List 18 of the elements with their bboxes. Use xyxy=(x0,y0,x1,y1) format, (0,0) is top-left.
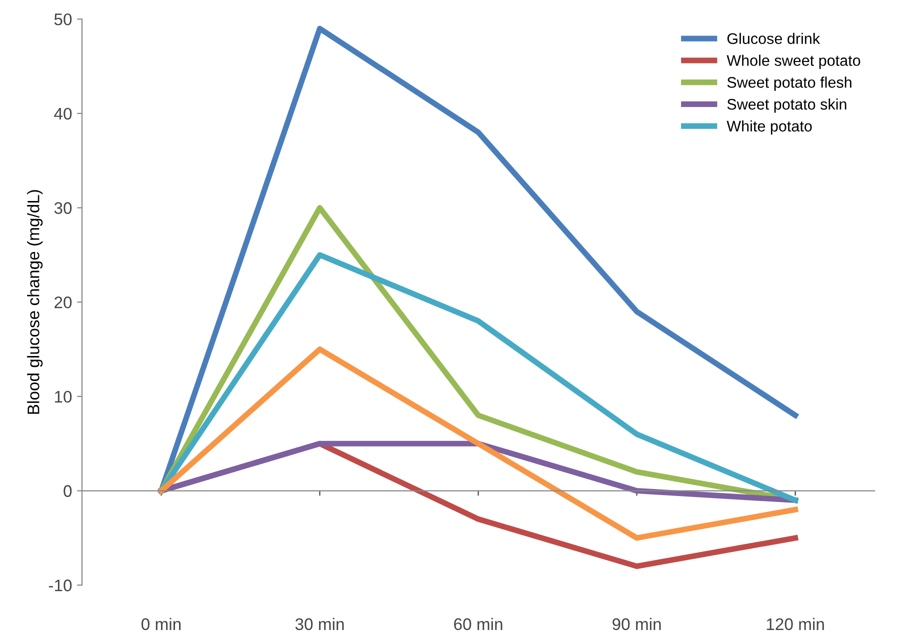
legend-label: Glucose drink xyxy=(727,32,820,44)
y-tick-label: 50 xyxy=(54,13,72,26)
y-tick-label: 20 xyxy=(54,296,72,308)
x-tick-label: 30 min xyxy=(295,618,344,630)
x-tick-label: 120 min xyxy=(766,618,824,630)
y-tick-label: 40 xyxy=(54,108,72,120)
y-tick-label: 10 xyxy=(55,390,72,403)
y-axis-title: Blood glucose change (mg/dL) xyxy=(27,190,43,414)
legend-label: White potato xyxy=(726,120,812,135)
legend-label: Sweet potato flesh xyxy=(727,76,852,91)
legend-label: Whole sweet potato xyxy=(726,54,860,69)
x-tick-label: 0 min xyxy=(142,618,181,630)
x-tick-label: 90 min xyxy=(612,618,661,630)
y-tick-label: 0 xyxy=(64,485,72,497)
y-tick-label: 30 xyxy=(54,202,72,214)
x-tick-label: 60 min xyxy=(454,618,502,630)
y-tick-label: -10 xyxy=(48,580,72,592)
legend-label: Sweet potato skin xyxy=(727,98,846,113)
